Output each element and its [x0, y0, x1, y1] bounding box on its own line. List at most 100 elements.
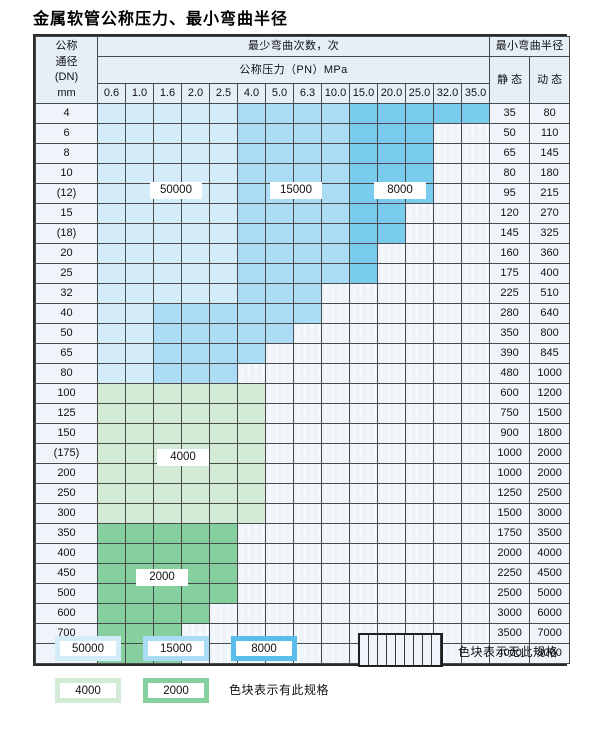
table-body: 4 35 80 6 50 110 8 65 145 10 80 180 (12) 95 215 15 120 27… — [35, 103, 571, 664]
table-row: 4 35 80 — [35, 103, 571, 124]
spec-cell — [209, 303, 238, 324]
spec-cell — [97, 363, 126, 384]
spec-cell — [237, 223, 266, 244]
spec-cell — [153, 383, 182, 404]
spec-cell — [377, 443, 406, 464]
legend-chip-8000: 8000 — [231, 636, 297, 661]
spec-cell — [349, 463, 378, 484]
header-dn-line-2: (DN) — [54, 71, 79, 83]
static-radius-cell: 1500 — [489, 503, 531, 524]
dn-cell-350: 350 — [35, 523, 98, 544]
dn-cell-8: 8 — [35, 143, 98, 164]
spec-cell — [460, 323, 491, 344]
spec-cell — [265, 583, 294, 604]
spec-cell — [349, 443, 378, 464]
spec-cell — [181, 123, 210, 144]
spec-cell — [181, 483, 210, 504]
spec-cell — [153, 463, 182, 484]
spec-cell — [209, 623, 238, 644]
dynamic-radius-cell: 325 — [529, 223, 571, 244]
dynamic-radius-cell: 2500 — [529, 483, 571, 504]
spec-cell — [153, 163, 182, 184]
spec-cell — [237, 283, 266, 304]
spec-cell — [405, 223, 434, 244]
static-radius-cell: 225 — [489, 283, 531, 304]
spec-cell — [293, 323, 322, 344]
spec-cell — [321, 303, 350, 324]
spec-cell — [405, 283, 434, 304]
spec-table-wrapper: 公称 通径 (DN) mm 最少弯曲次数，次 最小弯曲半径 公称压力（PN）MP… — [33, 34, 571, 666]
header-dn-line-0: 公称 — [55, 40, 78, 52]
legend-chip-4000: 4000 — [55, 678, 121, 703]
table-row: (18) 145 325 — [35, 223, 571, 244]
spec-cell — [349, 243, 378, 264]
spec-cell — [125, 383, 154, 404]
spec-cell — [349, 123, 378, 144]
spec-cell — [460, 203, 491, 224]
header-pressure-20.0: 20.0 — [377, 83, 406, 104]
spec-cell — [209, 123, 238, 144]
spec-cell — [181, 103, 210, 124]
spec-cell — [460, 163, 491, 184]
spec-cell — [265, 283, 294, 304]
spec-cell — [181, 203, 210, 224]
dn-cell-600: 600 — [35, 603, 98, 624]
spec-cell — [460, 363, 491, 384]
spec-cell — [405, 303, 434, 324]
table-row: 40 280 640 — [35, 303, 571, 324]
spec-cell — [209, 323, 238, 344]
spec-cell — [293, 523, 322, 544]
spec-cell — [265, 243, 294, 264]
spec-cell — [237, 123, 266, 144]
spec-cell — [153, 343, 182, 364]
spec-cell — [153, 423, 182, 444]
spec-cell — [97, 223, 126, 244]
spec-cell — [460, 443, 491, 464]
table-row: 400 2000 4000 — [35, 543, 571, 564]
spec-cell — [293, 583, 322, 604]
spec-cell — [460, 263, 491, 284]
spec-cell — [265, 603, 294, 624]
legend-chip-15000: 15000 — [143, 636, 209, 661]
spec-cell — [265, 563, 294, 584]
spec-cell — [321, 363, 350, 384]
table-row: 10 80 180 — [35, 163, 571, 184]
spec-cell — [237, 603, 266, 624]
header-row-group: 公称 通径 (DN) mm 最少弯曲次数，次 最小弯曲半径 — [35, 36, 571, 104]
spec-cell — [125, 483, 154, 504]
spec-cell — [97, 263, 126, 284]
dynamic-radius-cell: 180 — [529, 163, 571, 184]
spec-cell — [181, 583, 210, 604]
spec-cell — [181, 323, 210, 344]
callout-15000: 15000 — [270, 182, 322, 199]
spec-cell — [293, 283, 322, 304]
static-radius-cell: 1000 — [489, 463, 531, 484]
spec-cell — [377, 603, 406, 624]
static-radius-cell: 900 — [489, 423, 531, 444]
spec-cell — [265, 163, 294, 184]
spec-cell — [321, 483, 350, 504]
spec-cell — [209, 583, 238, 604]
spec-cell — [265, 463, 294, 484]
spec-cell — [349, 423, 378, 444]
spec-cell — [460, 603, 491, 624]
spec-cell — [433, 503, 462, 524]
spec-cell — [433, 523, 462, 544]
spec-cell — [125, 283, 154, 304]
spec-cell — [377, 463, 406, 484]
spec-cell — [405, 363, 434, 384]
static-radius-cell: 750 — [489, 403, 531, 424]
spec-cell — [293, 303, 322, 324]
dynamic-radius-cell: 5000 — [529, 583, 571, 604]
spec-cell — [265, 303, 294, 324]
dn-cell-15: 15 — [35, 203, 98, 224]
header-row-pressure: 公称压力（PN）MPa 静 态 动 态 — [36, 56, 571, 104]
spec-cell — [293, 623, 322, 644]
table-row: 500 2500 5000 — [35, 583, 571, 604]
dn-cell-175: (175) — [35, 443, 98, 464]
spec-cell — [460, 643, 491, 664]
spec-cell — [237, 503, 266, 524]
static-radius-cell: 2250 — [489, 563, 531, 584]
spec-cell — [293, 343, 322, 364]
header-pressure-32.0: 32.0 — [433, 83, 462, 104]
